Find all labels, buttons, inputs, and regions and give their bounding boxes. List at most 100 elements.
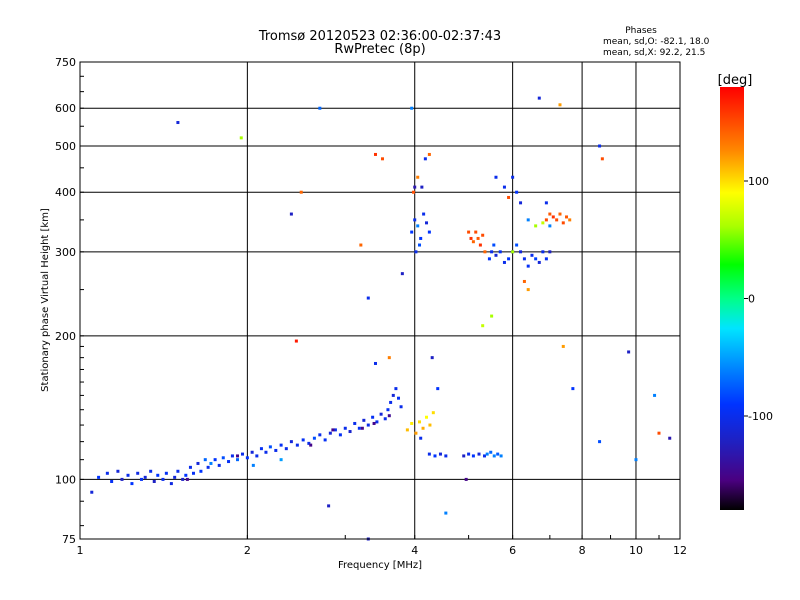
scatter-point <box>360 426 364 430</box>
scatter-point <box>502 260 506 264</box>
x-tick-label: 4 <box>411 544 418 557</box>
chart-subtitle: RwPretec (8p) <box>334 42 425 57</box>
scatter-point <box>481 324 485 328</box>
scatter-point <box>627 350 631 354</box>
stats-heading: Phases <box>625 26 657 36</box>
scatter-point <box>328 431 332 435</box>
scatter-point <box>348 430 352 434</box>
scatter-point <box>362 418 366 422</box>
scatter-point <box>338 433 342 437</box>
scatter-point <box>255 454 259 458</box>
scatter-point <box>143 475 147 479</box>
scatter-point <box>561 344 565 348</box>
scatter-point <box>598 440 602 444</box>
scatter-point <box>206 465 210 469</box>
scatter-point <box>494 253 498 257</box>
scatter-point <box>522 257 526 261</box>
scatter-point <box>515 190 519 194</box>
scatter-point <box>481 233 485 237</box>
scatter-point <box>400 272 404 276</box>
stats-o-line: mean, sd,O: -82.1, 18.0 <box>603 37 710 47</box>
scatter-point <box>430 356 434 360</box>
scatter-point <box>499 454 503 458</box>
x-tick-label: 10 <box>629 544 643 557</box>
scatter-point <box>209 461 213 465</box>
scatter-point <box>421 426 425 430</box>
y-tick-label: 400 <box>55 186 76 199</box>
scatter-point <box>236 458 240 462</box>
scatter-point <box>551 215 555 219</box>
scatter-point <box>301 438 305 442</box>
scatter-point <box>387 414 391 418</box>
scatter-point <box>482 454 486 458</box>
scatter-point <box>318 433 322 437</box>
scatter-point <box>373 152 377 156</box>
scatter-point <box>561 221 565 225</box>
scatter-point <box>507 257 511 261</box>
scatter-point <box>161 477 165 481</box>
scatter-point <box>236 454 240 458</box>
axis-ticks <box>79 61 681 539</box>
scatter-point <box>110 479 114 483</box>
scatter-point <box>555 218 559 222</box>
scatter-point <box>97 475 101 479</box>
scatter-point <box>548 224 552 228</box>
scatter-point <box>366 296 370 300</box>
scatter-point <box>477 452 481 456</box>
scatter-point <box>371 415 375 419</box>
x-axis-label: Frequency [MHz] <box>338 560 422 571</box>
scatter-point <box>169 482 173 486</box>
scatter-point <box>203 458 207 462</box>
scatter-point <box>418 243 422 247</box>
scatter-point <box>490 250 494 254</box>
y-tick-label: 600 <box>55 102 76 115</box>
scatter-point <box>221 456 225 460</box>
scatter-point <box>492 243 496 247</box>
scatter-point <box>431 411 435 415</box>
scatter-point <box>464 477 468 481</box>
x-tick-labels: 1 2 4 6 8 10 12 <box>77 544 688 557</box>
scatter-point <box>412 190 416 194</box>
stats-x-line: mean, sd,X: 92.2, 21.5 <box>603 48 705 58</box>
scatter-point <box>289 212 293 216</box>
chart-title: Tromsø 20120523 02:36:00-02:37:43 <box>258 29 501 44</box>
colorbar <box>720 87 744 510</box>
y-tick-label: 200 <box>55 330 76 343</box>
scatter-point <box>299 190 303 194</box>
scatter-point <box>568 218 572 222</box>
scatter-point <box>489 450 493 454</box>
colorbar-label: [deg] <box>718 73 753 88</box>
scatter-point <box>548 250 552 254</box>
scatter-point <box>467 230 471 234</box>
scatter-point <box>264 450 268 454</box>
y-tick-label: 75 <box>62 533 76 546</box>
scatter-point <box>425 415 429 419</box>
scatter-point <box>544 201 548 205</box>
scatter-point <box>471 454 475 458</box>
x-tick-label: 12 <box>673 544 687 557</box>
scatter-point <box>478 243 482 247</box>
scatter-point <box>240 452 244 456</box>
scatter-point <box>379 412 383 416</box>
scatter-point <box>487 257 491 261</box>
scatter-point <box>438 452 442 456</box>
scatter-point <box>515 243 519 247</box>
scatter-point <box>126 473 130 477</box>
scatter-point <box>387 356 391 360</box>
scatter-point <box>476 236 480 240</box>
scatter-point <box>410 421 414 425</box>
scatter-point <box>530 253 534 257</box>
scatter-point <box>375 420 379 424</box>
scatter-point <box>410 106 414 110</box>
scatter-point <box>444 511 448 515</box>
scatter-point <box>259 447 263 451</box>
scatter-point <box>176 469 180 473</box>
scatter-point <box>526 288 530 292</box>
scatter-point <box>279 443 283 447</box>
y-tick-label: 750 <box>55 56 76 69</box>
scatter-point <box>474 230 478 234</box>
scatter-point <box>327 504 331 508</box>
x-tick-label: 6 <box>509 544 516 557</box>
scatter-point <box>217 463 221 467</box>
